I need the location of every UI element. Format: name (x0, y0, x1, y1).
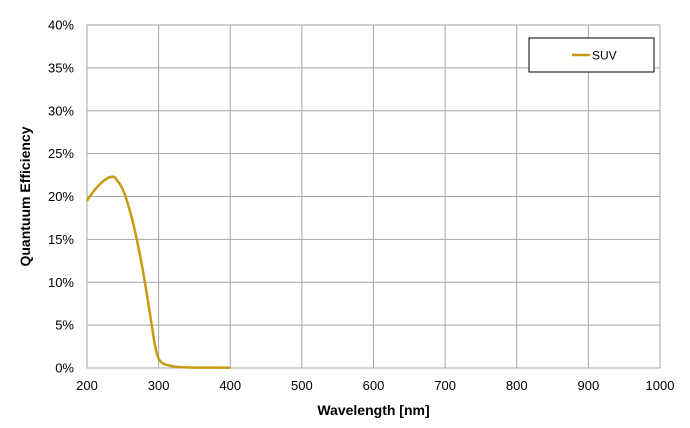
x-tick-label: 200 (76, 378, 98, 393)
y-axis-ticks: 0% 5% 10% 15% 20% 25% 30% 35% 40% (48, 18, 74, 376)
x-tick-label: 300 (148, 378, 170, 393)
y-tick-label: 20% (48, 189, 74, 204)
legend-box (528, 37, 655, 73)
x-tick-label: 1000 (646, 378, 675, 393)
legend: SUV (528, 37, 655, 73)
plot-border (86, 24, 661, 369)
y-tick-label: 30% (48, 103, 74, 118)
x-tick-label: 700 (434, 378, 456, 393)
grid-lines (86, 24, 661, 369)
y-tick-label: 35% (48, 60, 74, 75)
y-tick-label: 25% (48, 146, 74, 161)
y-tick-label: 5% (55, 318, 74, 333)
y-tick-label: 0% (55, 361, 74, 376)
legend-label-suv: SUV (592, 49, 617, 63)
y-tick-label: 40% (48, 18, 74, 33)
x-tick-label: 500 (291, 378, 313, 393)
x-tick-label: 900 (578, 378, 600, 393)
x-tick-label: 800 (506, 378, 528, 393)
series-group (85, 175, 231, 369)
y-axis-title: Quantuum Efficiency (17, 126, 33, 266)
series-line-suv (85, 175, 231, 369)
x-axis-ticks: 200 300 400 500 600 700 800 900 1000 (76, 378, 674, 393)
x-tick-label: 600 (363, 378, 385, 393)
y-tick-label: 10% (48, 275, 74, 290)
x-tick-label: 400 (219, 378, 241, 393)
y-tick-label: 15% (48, 232, 74, 247)
x-axis-title: Wavelength [nm] (317, 402, 429, 418)
